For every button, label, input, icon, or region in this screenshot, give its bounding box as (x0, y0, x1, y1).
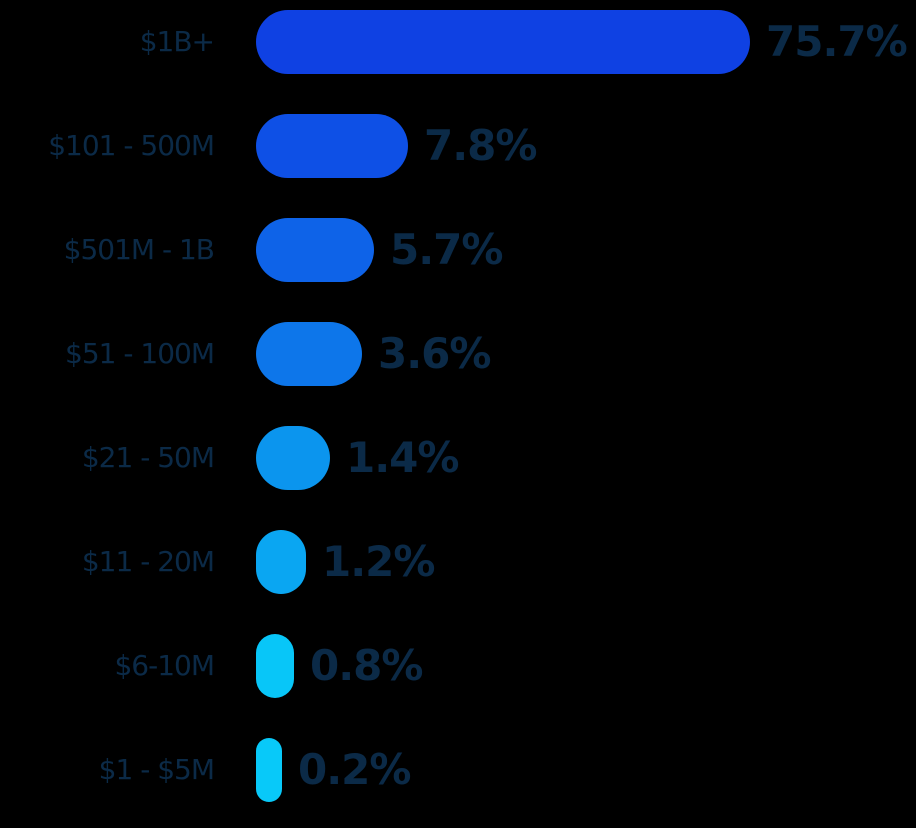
category-label: $501M - 1B (63, 233, 215, 266)
value-label: 0.2% (298, 745, 411, 794)
bar (256, 322, 362, 386)
value-label: 75.7% (766, 17, 908, 66)
chart-row-1: $101 - 500M 7.8% (0, 114, 916, 178)
bar (256, 634, 294, 698)
value-label: 1.2% (322, 537, 435, 586)
bar (256, 530, 306, 594)
chart-row-6: $6-10M 0.8% (0, 634, 916, 698)
value-label: 0.8% (310, 641, 423, 690)
value-label: 1.4% (346, 433, 459, 482)
bar (256, 426, 330, 490)
chart-row-5: $11 - 20M 1.2% (0, 530, 916, 594)
bar (256, 10, 750, 74)
category-label: $11 - 20M (81, 545, 215, 578)
chart-row-4: $21 - 50M 1.4% (0, 426, 916, 490)
bar (256, 114, 408, 178)
chart-row-2: $501M - 1B 5.7% (0, 218, 916, 282)
category-label: $1B+ (139, 25, 215, 58)
chart-row-7: $1 - $5M 0.2% (0, 738, 916, 802)
chart-row-3: $51 - 100M 3.6% (0, 322, 916, 386)
bar (256, 738, 282, 802)
bar (256, 218, 374, 282)
category-label: $101 - 500M (48, 129, 215, 162)
category-label: $1 - $5M (98, 753, 215, 786)
value-label: 5.7% (390, 225, 503, 274)
chart-row-0: $1B+ 75.7% (0, 10, 916, 74)
value-label: 3.6% (378, 329, 491, 378)
value-label: 7.8% (424, 121, 537, 170)
category-label: $6-10M (114, 649, 215, 682)
category-label: $21 - 50M (81, 441, 215, 474)
category-label: $51 - 100M (65, 337, 215, 370)
